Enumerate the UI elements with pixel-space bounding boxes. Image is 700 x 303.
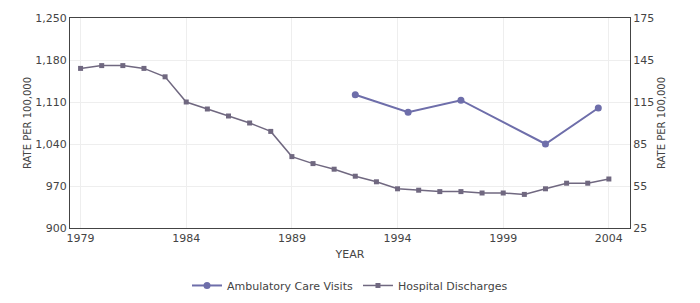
svg-text:25: 25: [633, 222, 647, 235]
svg-text:2004: 2004: [595, 232, 623, 245]
svg-text:175: 175: [633, 12, 654, 25]
svg-text:YEAR: YEAR: [335, 248, 365, 261]
svg-text:1,250: 1,250: [35, 12, 67, 25]
svg-text:85: 85: [633, 138, 647, 151]
svg-text:1,180: 1,180: [35, 54, 67, 67]
svg-text:900: 900: [46, 222, 67, 235]
svg-text:1,040: 1,040: [35, 138, 67, 151]
svg-text:1989: 1989: [278, 232, 306, 245]
svg-text:1999: 1999: [489, 232, 517, 245]
svg-text:Hospital Discharges: Hospital Discharges: [398, 280, 507, 293]
svg-text:1,110: 1,110: [35, 96, 67, 109]
svg-text:RATE PER 100,000: RATE PER 100,000: [22, 77, 33, 169]
svg-text:115: 115: [633, 96, 654, 109]
svg-text:RATE PER 100,000: RATE PER 100,000: [656, 77, 667, 169]
svg-text:1984: 1984: [172, 232, 200, 245]
svg-text:55: 55: [633, 180, 647, 193]
svg-text:970: 970: [46, 180, 67, 193]
svg-text:145: 145: [633, 54, 654, 67]
svg-text:1994: 1994: [384, 232, 412, 245]
svg-text:1979: 1979: [67, 232, 95, 245]
svg-text:Ambulatory Care Visits: Ambulatory Care Visits: [227, 280, 353, 293]
